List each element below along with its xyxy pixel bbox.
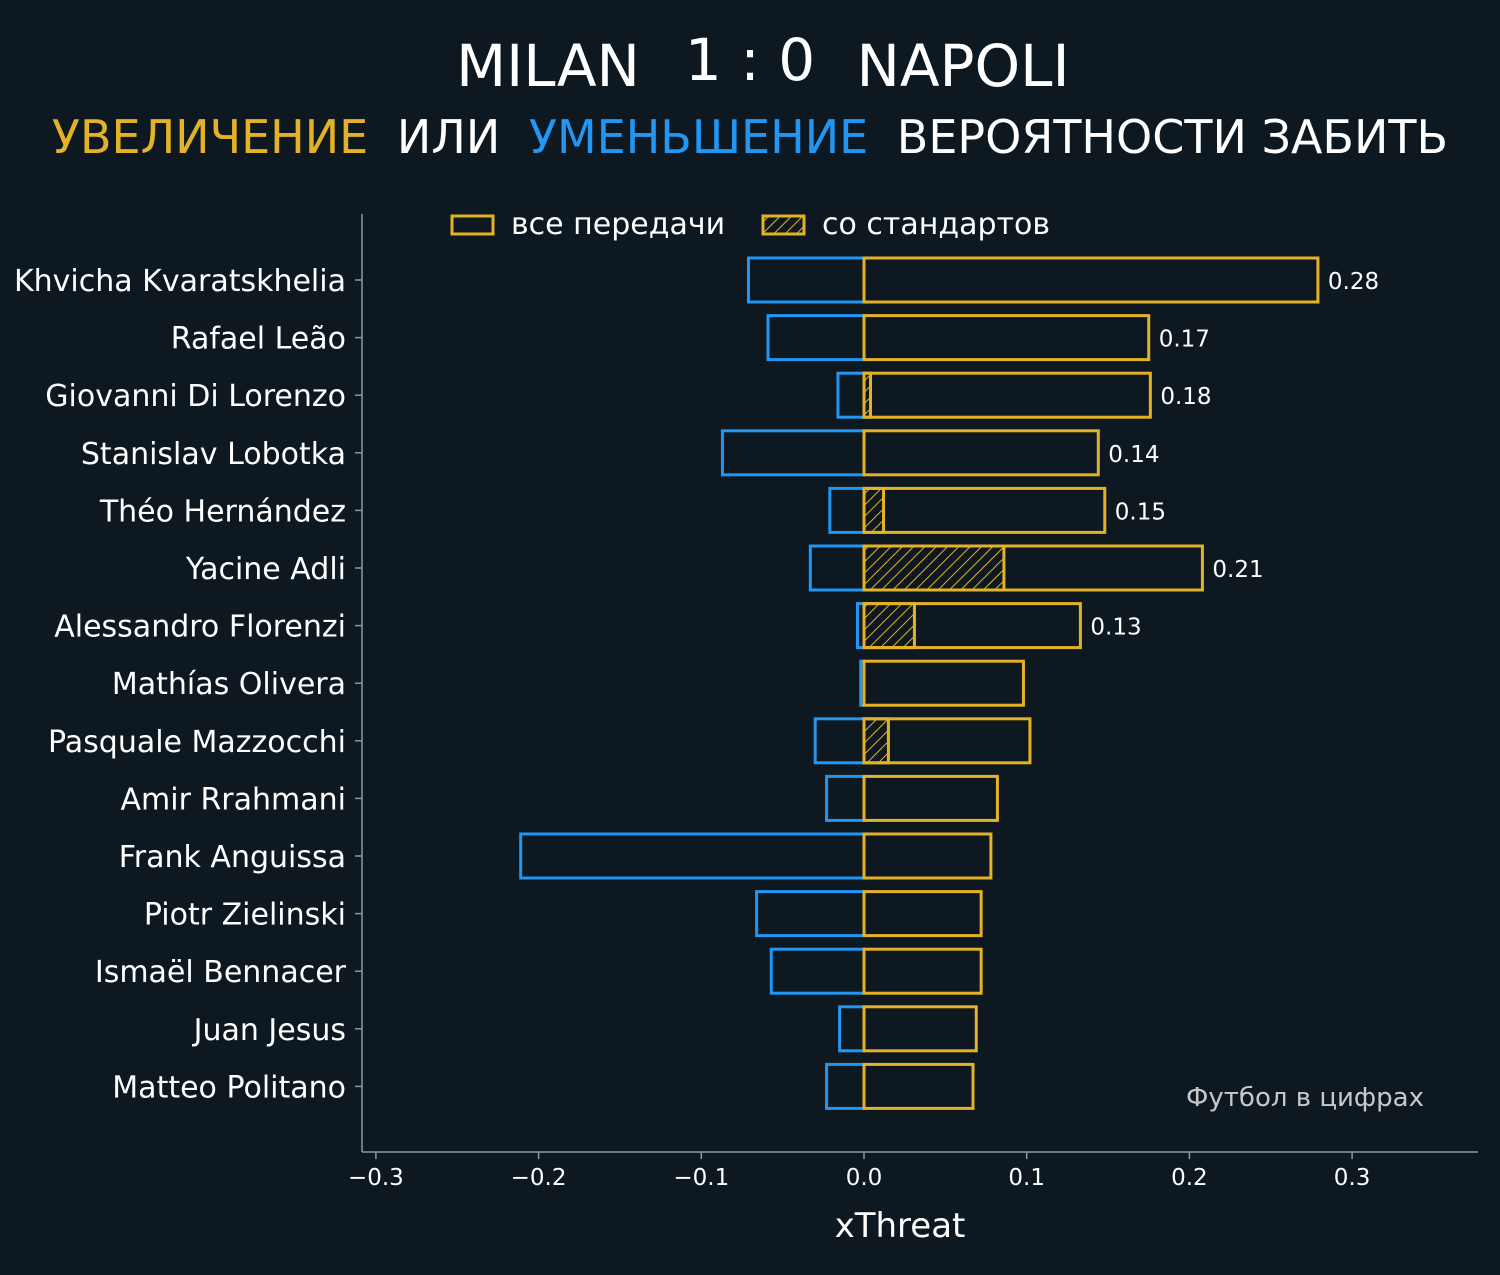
subtitle-rest: ВЕРОЯТНОСТИ ЗАБИТЬ (897, 110, 1448, 164)
bar-set-pieces (862, 602, 916, 650)
player-label: Matteo Politano (112, 1070, 346, 1105)
subtitle: УВЕЛИЧЕНИЕ ИЛИ УМЕНЬШЕНИЕ ВЕРОЯТНОСТИ ЗА… (52, 110, 1448, 164)
player-label: Ismaël Bennacer (95, 955, 347, 990)
score-title: 1 : 0 (685, 26, 815, 94)
bar-negative (808, 544, 866, 592)
bar-all-passes (862, 659, 1025, 707)
bar-negative (720, 429, 866, 477)
player-label: Théo Hernández (99, 494, 346, 529)
bar-negative (836, 371, 866, 419)
bar-negative (813, 717, 866, 765)
player-label: Piotr Zielinski (144, 898, 346, 933)
bar-set-pieces (862, 486, 886, 534)
x-tick-label: 0.3 (1334, 1165, 1371, 1191)
bar-set-pieces (862, 544, 1006, 592)
player-label: Rafael Leão (171, 322, 346, 357)
bar-value-label: 0.18 (1160, 384, 1211, 410)
player-label: Giovanni Di Lorenzo (45, 379, 346, 414)
subtitle-or: ИЛИ (397, 110, 500, 164)
bar-negative (746, 256, 866, 304)
x-tick-label: −0.3 (348, 1165, 404, 1191)
bar-all-passes (862, 256, 1320, 304)
team-home-title: MILAN (456, 32, 640, 100)
bar-all-passes (862, 1062, 975, 1110)
bar-negative (519, 832, 866, 880)
subtitle-increase: УВЕЛИЧЕНИЕ (52, 110, 368, 164)
bar-all-passes (862, 774, 999, 822)
bar-set-pieces (862, 717, 890, 765)
player-label: Amir Rrahmani (121, 782, 346, 817)
legend-label-all-passes: все передачи (511, 207, 725, 242)
bar-all-passes (862, 486, 1107, 534)
x-tick-label: −0.1 (673, 1165, 729, 1191)
legend-label-set-pieces: со стандартов (822, 207, 1050, 242)
player-label: Frank Anguissa (119, 840, 346, 875)
legend: все передачи со стандартов (450, 207, 1050, 242)
x-tick-labels: −0.3 −0.2 −0.1 0.0 0.1 0.2 0.3 (348, 1152, 1370, 1191)
bar-negative (828, 486, 866, 534)
subtitle-decrease: УМЕНЬШЕНИЕ (529, 110, 868, 164)
bar-all-passes (862, 602, 1082, 650)
y-tick-labels: Khvicha Kvaratskhelia Rafael Leão Giovanni… (14, 264, 362, 1105)
x-tick-label: 0.2 (1171, 1165, 1208, 1191)
team-away-title: NAPOLI (856, 32, 1069, 100)
bar-all-passes (862, 717, 1032, 765)
x-tick-label: 0.1 (1008, 1165, 1045, 1191)
bars-layer: 0.28 0.17 0.18 0.14 0.15 0.21 0.13 (519, 256, 1379, 1110)
bar-negative (766, 314, 866, 362)
bar-negative (755, 890, 866, 938)
player-label: Khvicha Kvaratskhelia (14, 264, 346, 299)
bar-value-label: 0.14 (1108, 442, 1159, 468)
x-tick-label: 0.0 (846, 1165, 883, 1191)
player-label: Yacine Adli (185, 552, 346, 587)
legend-swatch-set-pieces (761, 214, 806, 236)
bar-all-passes (862, 314, 1151, 362)
player-label: Juan Jesus (192, 1013, 346, 1048)
bar-all-passes (862, 1005, 978, 1053)
bar-negative (838, 1005, 866, 1053)
bar-value-label: 0.15 (1115, 499, 1166, 525)
bar-negative (769, 947, 866, 995)
bar-all-passes (862, 544, 1204, 592)
bar-negative (825, 774, 866, 822)
x-axis-label: xThreat (835, 1206, 966, 1246)
bar-value-label: 0.28 (1328, 269, 1379, 295)
bar-value-label: 0.13 (1090, 615, 1141, 641)
x-tick-label: −0.2 (511, 1165, 567, 1191)
bar-all-passes (862, 947, 983, 995)
bar-all-passes (862, 832, 993, 880)
bar-value-label: 0.21 (1212, 557, 1263, 583)
player-label: Pasquale Mazzocchi (48, 725, 346, 760)
player-label: Mathías Olivera (112, 667, 346, 702)
bar-value-label: 0.17 (1159, 327, 1210, 353)
bar-all-passes (862, 890, 983, 938)
bar-all-passes (862, 429, 1100, 477)
legend-swatch-all-passes (450, 214, 495, 236)
credit-watermark: Футбол в цифрах (1186, 1083, 1424, 1113)
player-label: Stanislav Lobotka (81, 437, 346, 472)
bar-negative (825, 1062, 866, 1110)
bar-all-passes (862, 371, 1152, 419)
player-label: Alessandro Florenzi (54, 610, 346, 645)
